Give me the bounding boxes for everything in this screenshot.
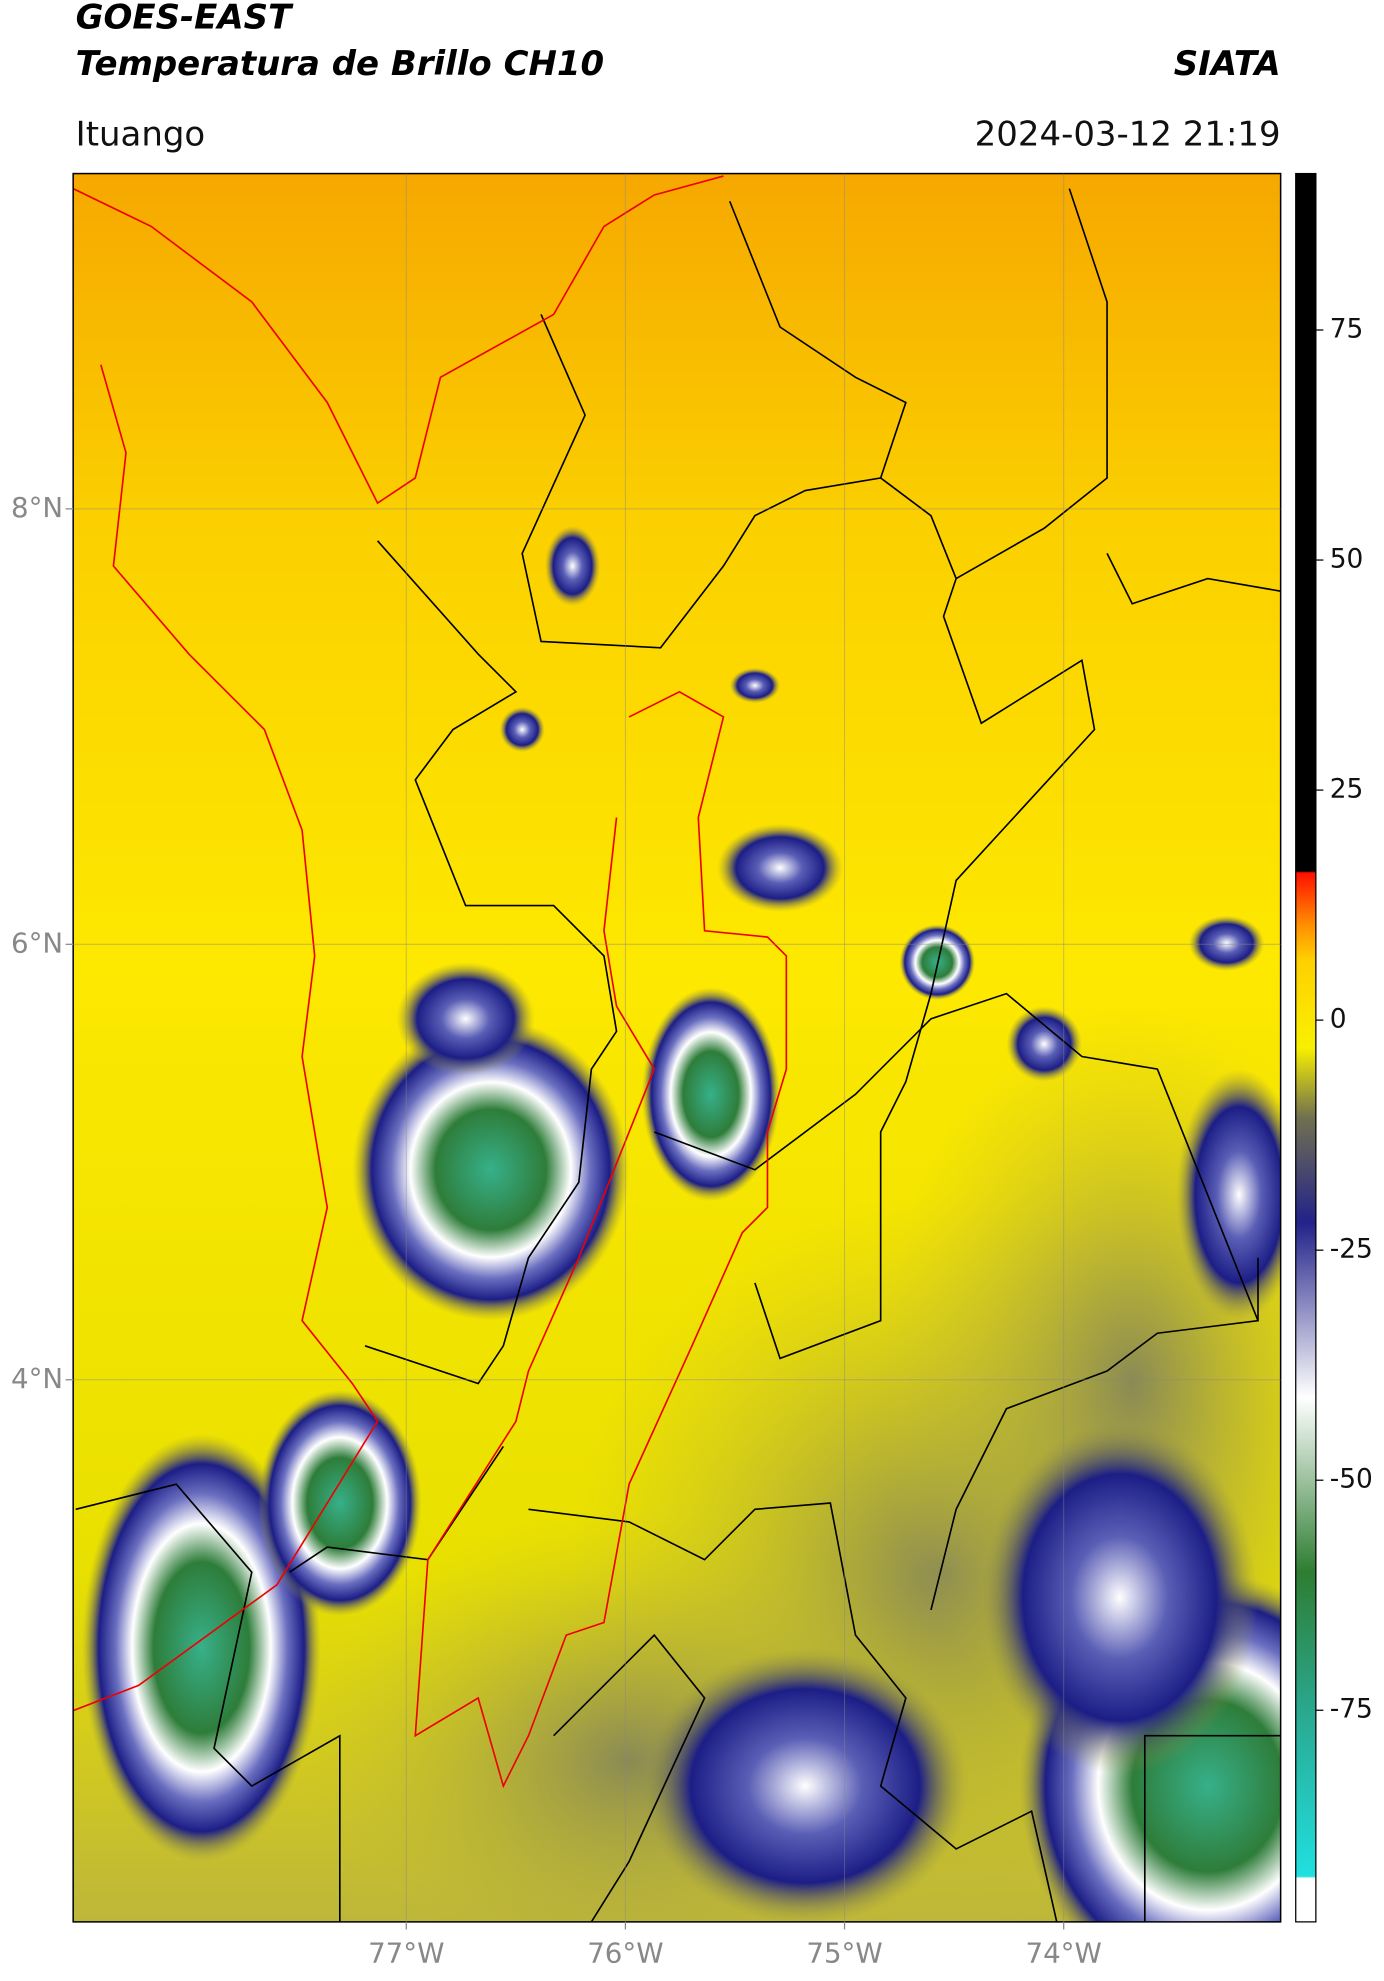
- y-tick-label: 4°N: [11, 1362, 63, 1395]
- location: Ituango: [76, 114, 206, 154]
- map-frame: [72, 172, 1282, 1923]
- y-tick-label: 6°N: [11, 926, 63, 959]
- colorbar-tick-label: 75: [1330, 314, 1364, 345]
- subtitle: Temperatura de Brillo CH10: [76, 44, 604, 84]
- y-tick-label: 8°N: [11, 491, 63, 524]
- x-tick-label: 77°W: [368, 1937, 444, 1970]
- colorbar-tick-label: 0: [1330, 1004, 1347, 1035]
- map-image: [73, 173, 1281, 1922]
- source: SIATA: [1174, 44, 1281, 84]
- colorbar-tick-label: 25: [1330, 774, 1364, 805]
- colorbar-tick-label: -50: [1330, 1464, 1373, 1495]
- colorbar-tick-label: -75: [1330, 1694, 1373, 1725]
- x-tick-label: 76°W: [587, 1937, 663, 1970]
- x-tick-label: 74°W: [1026, 1937, 1102, 1970]
- colorbar: [1295, 172, 1317, 1923]
- x-tick-label: 75°W: [806, 1937, 882, 1970]
- colorbar-tick-label: 50: [1330, 544, 1364, 575]
- title: GOES-EAST: [76, 0, 294, 37]
- datetime: 2024-03-12 21:19: [975, 114, 1281, 154]
- colorbar-tick-label: -25: [1330, 1234, 1373, 1265]
